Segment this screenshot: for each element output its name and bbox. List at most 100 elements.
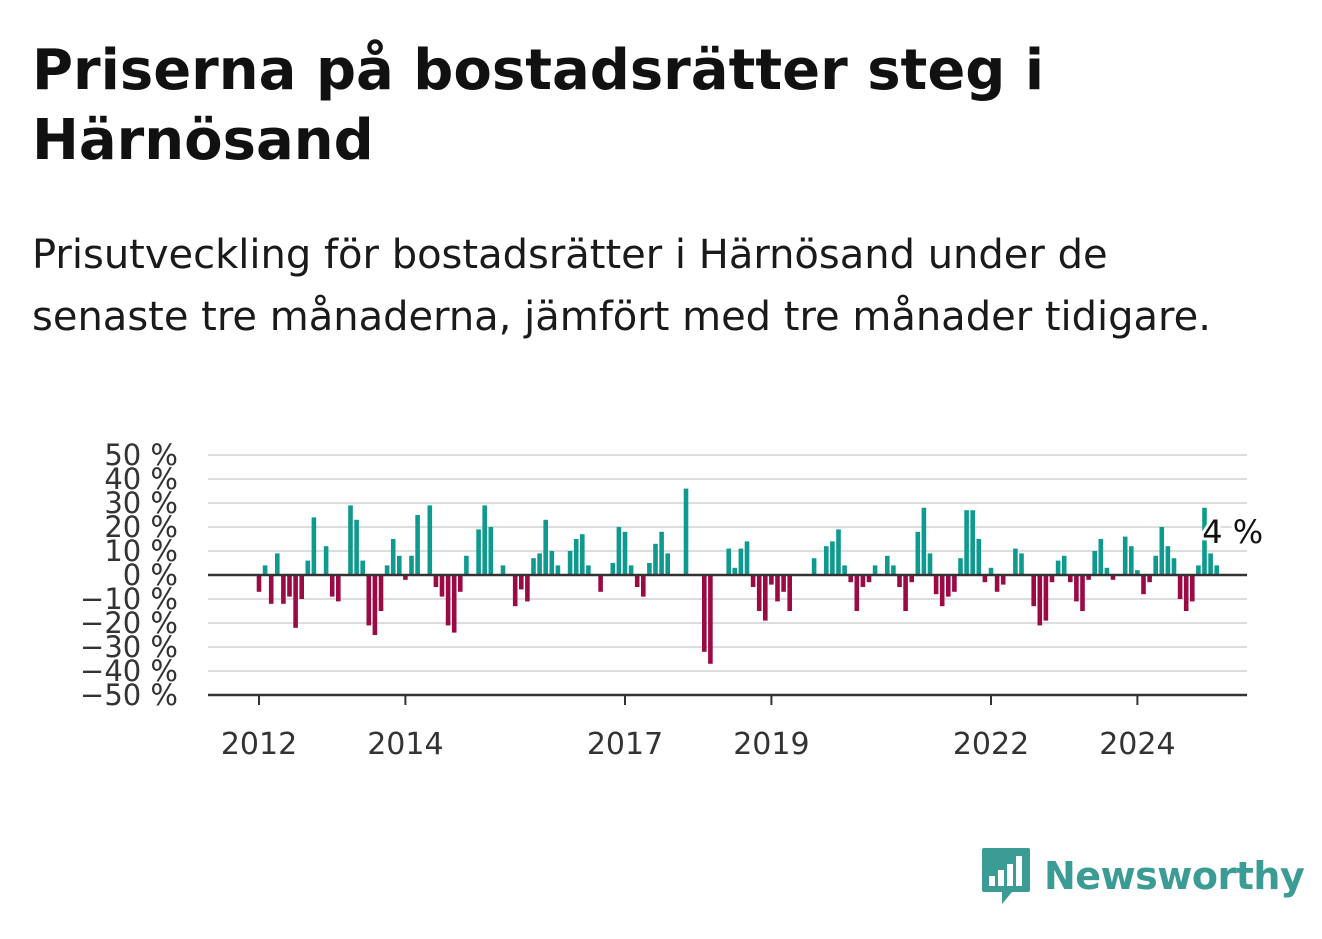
y-tick-label: −50 %: [80, 678, 178, 712]
bar: [1068, 575, 1073, 583]
chart-title: Priserna på bostadsrätter steg i Härnösa…: [32, 38, 1045, 173]
bar: [885, 555, 890, 575]
bar: [1129, 546, 1134, 575]
x-tick-label: 2019: [733, 727, 809, 762]
y-tick-label: 50 %: [104, 438, 178, 472]
bar: [976, 539, 982, 575]
y-tick-label: −40 %: [80, 654, 178, 688]
bar: [464, 555, 469, 575]
bar: [1208, 553, 1213, 575]
bar: [842, 565, 847, 575]
bar: [366, 575, 372, 626]
bar: [268, 575, 274, 604]
bar: [287, 575, 292, 597]
y-tick-label: 20 %: [104, 510, 178, 544]
x-tick-label: 2017: [587, 727, 663, 762]
bar: [1153, 555, 1158, 575]
bar: [555, 565, 561, 575]
x-tick-label: 2024: [1099, 727, 1175, 762]
bar: [1031, 575, 1036, 607]
bar: [354, 519, 359, 575]
bar: [897, 575, 902, 587]
bar: [1092, 551, 1097, 575]
bar: [726, 548, 731, 575]
bar: [348, 505, 353, 575]
bar: [622, 531, 628, 575]
bar: [384, 565, 390, 575]
bar: [445, 575, 451, 626]
brand-name: Newsworthy: [1044, 854, 1305, 898]
bar: [860, 575, 866, 587]
bar: [598, 575, 603, 592]
bar: [1190, 575, 1195, 602]
bar: [1037, 575, 1043, 626]
bar: [305, 560, 311, 575]
bar: [1080, 575, 1085, 611]
bar: [946, 575, 951, 597]
bar: [1019, 553, 1024, 575]
bar: [1196, 565, 1201, 575]
bar: [683, 488, 689, 575]
bar: [329, 575, 335, 597]
bar: [915, 531, 921, 575]
x-tick-label: 2022: [953, 727, 1029, 762]
bar: [665, 553, 670, 575]
bar: [1147, 575, 1152, 583]
bar: [830, 541, 835, 575]
bar: [256, 575, 262, 592]
bar: [653, 543, 658, 575]
bar: [641, 575, 646, 597]
bar-chart: 50 %40 %30 %20 %10 %0 %−10 %−20 %−30 %−4…: [80, 438, 1264, 762]
bar: [372, 575, 378, 635]
bar: [1013, 548, 1018, 575]
bar: [500, 565, 506, 575]
bar: [744, 541, 750, 575]
bar: [415, 515, 420, 575]
bar: [299, 575, 304, 599]
bar: [891, 565, 896, 575]
bar: [738, 548, 744, 575]
bar: [866, 575, 872, 583]
bar: [616, 527, 622, 575]
bar: [628, 565, 634, 575]
bar: [769, 575, 774, 585]
bar: [634, 575, 640, 587]
newsworthy-logo: Newsworthy: [980, 846, 1305, 906]
bar: [482, 505, 487, 575]
bar: [1165, 546, 1171, 575]
bar: [1202, 507, 1207, 575]
bar: [787, 575, 792, 611]
bar: [1135, 570, 1140, 575]
bar: [750, 575, 756, 587]
bar: [732, 567, 738, 575]
bar: [488, 527, 494, 575]
bar: [952, 575, 957, 592]
bar: [567, 551, 573, 575]
bar: [988, 567, 994, 575]
bar: [403, 575, 408, 580]
bar: [543, 519, 548, 575]
bar: [1171, 558, 1177, 575]
bar: [1177, 575, 1183, 599]
bar: [927, 553, 933, 575]
bar: [836, 529, 841, 575]
bar: [763, 575, 768, 621]
bar: [824, 546, 829, 575]
x-tick-label: 2012: [221, 727, 297, 762]
y-tick-label: 0 %: [123, 558, 178, 592]
bar: [586, 565, 591, 575]
bar: [872, 565, 878, 575]
bar: [958, 558, 963, 575]
bar: [1104, 567, 1110, 575]
bar: [909, 575, 914, 583]
bar: [519, 575, 524, 590]
bar: [1061, 555, 1067, 575]
bar: [397, 555, 402, 575]
bar: [512, 575, 518, 607]
bar: [409, 555, 414, 575]
bar: [293, 575, 298, 628]
bar: [360, 560, 365, 575]
bar: [702, 575, 707, 652]
bar: [537, 553, 542, 575]
bar: [610, 563, 616, 575]
